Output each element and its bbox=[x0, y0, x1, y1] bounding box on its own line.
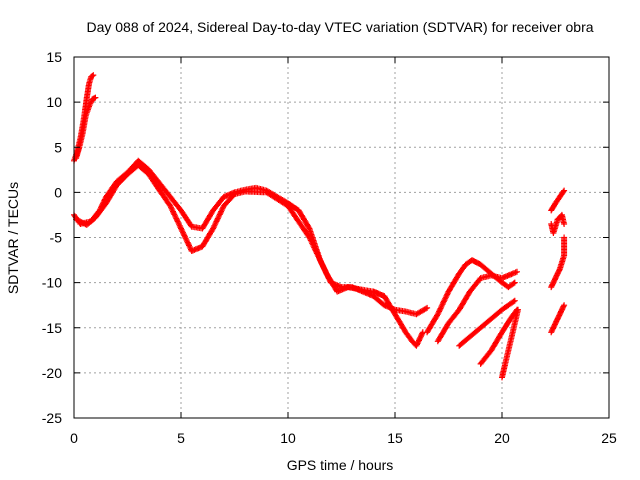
y-tick-label: 10 bbox=[46, 94, 62, 110]
x-tick-label: 15 bbox=[387, 430, 403, 446]
series-arc-rise-16 bbox=[424, 257, 518, 336]
data-point-markers bbox=[434, 268, 520, 345]
data-point-markers bbox=[456, 297, 518, 349]
y-tick-label: 15 bbox=[46, 49, 62, 65]
x-tick-label: 5 bbox=[177, 430, 185, 446]
grid bbox=[74, 57, 609, 418]
series-arc-early-a bbox=[71, 72, 97, 164]
y-tick-label: -15 bbox=[42, 320, 62, 336]
data-points bbox=[71, 72, 568, 381]
series-arc-dip-15 bbox=[370, 288, 426, 349]
series-arc-main-lower bbox=[73, 162, 388, 300]
series-arc-17 bbox=[434, 268, 520, 345]
series-arc-22-c bbox=[548, 234, 568, 291]
data-point-markers bbox=[370, 288, 426, 349]
chart-title: Day 088 of 2024, Sidereal Day-to-day VTE… bbox=[86, 19, 593, 35]
data-point-markers bbox=[499, 306, 521, 381]
x-tick-label: 20 bbox=[494, 430, 510, 446]
x-tick-label: 10 bbox=[280, 430, 296, 446]
y-tick-label: -10 bbox=[42, 275, 62, 291]
x-axis-label: GPS time / hours bbox=[287, 457, 394, 473]
series-arc-19 bbox=[477, 306, 520, 367]
y-tick-label: 0 bbox=[54, 184, 62, 200]
y-tick-label: 5 bbox=[54, 139, 62, 155]
data-point-markers bbox=[548, 187, 568, 214]
data-point-markers bbox=[73, 94, 99, 162]
series-arc-18 bbox=[456, 297, 518, 349]
data-point-markers bbox=[548, 234, 568, 291]
y-tick-label: -20 bbox=[42, 365, 62, 381]
y-axis-label: SDTVAR / TECUs bbox=[5, 182, 21, 294]
x-tick-label: 25 bbox=[601, 430, 617, 446]
data-point-markers bbox=[71, 72, 97, 164]
data-point-markers bbox=[73, 162, 388, 300]
x-tick-label: 0 bbox=[70, 430, 78, 446]
series-arc-22-a bbox=[548, 187, 568, 214]
series-arc-22-b bbox=[548, 211, 568, 236]
series-arc-22-d bbox=[548, 302, 568, 336]
series-arc-early-b bbox=[73, 94, 99, 162]
series-arc-20 bbox=[499, 306, 521, 381]
y-tick-label: -5 bbox=[50, 230, 63, 246]
axis-ticks: 0 5 10 15 20 25 -25 -20 -15 -10 -5 0 5 10 15 bbox=[42, 49, 617, 446]
data-point-markers bbox=[548, 302, 568, 336]
data-point-markers bbox=[477, 306, 520, 367]
data-point-markers bbox=[424, 257, 518, 336]
y-tick-label: -25 bbox=[42, 410, 62, 426]
data-point-markers bbox=[548, 211, 568, 236]
